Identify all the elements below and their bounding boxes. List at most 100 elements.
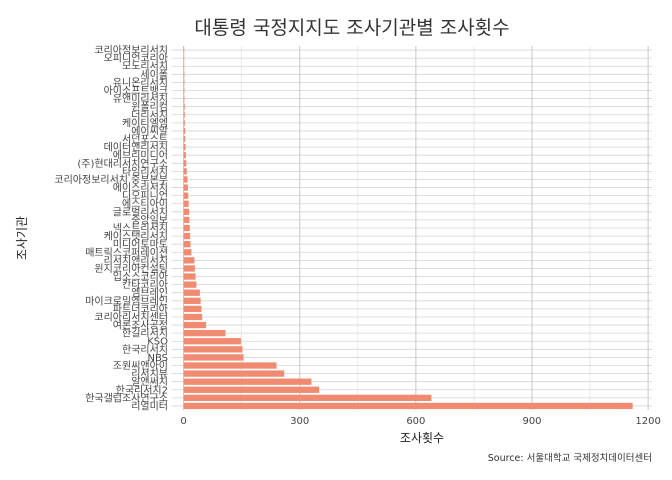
bar: [183, 394, 432, 402]
bar: [183, 95, 185, 102]
caption: Source: 서울대학교 국제정치데이터센터: [488, 452, 652, 464]
bar: [183, 321, 207, 329]
y-tick-label: 한국리서치2: [116, 384, 168, 396]
bar: [183, 257, 195, 264]
bar: [183, 338, 241, 345]
bar: [183, 362, 277, 369]
y-tick-label: 에이씨알: [131, 125, 168, 137]
bar: [183, 184, 188, 191]
bar: [183, 330, 226, 337]
y-tick-labels: 리얼미터한국갤럽조사연구소한국리서치2알앤써치리서치뷰조원씨앤아이NBS한국리서…: [54, 45, 168, 413]
y-tick-label: 한국갤럽조사연구소: [85, 392, 168, 404]
y-tick-label: 여론조사공정: [113, 320, 168, 332]
bar: [183, 289, 200, 296]
bar: [183, 111, 185, 118]
bar: [183, 71, 185, 78]
x-tick-label: 0: [180, 416, 186, 427]
bar: [183, 176, 188, 183]
bar: [183, 152, 186, 159]
bar: [183, 168, 187, 175]
y-tick-label: 더리서치: [131, 109, 168, 121]
y-tick-label: 오피니언코리아: [104, 53, 168, 65]
bar: [183, 232, 191, 240]
bar: [183, 216, 190, 224]
x-tick-label: 600: [406, 416, 425, 427]
bar: [183, 354, 244, 361]
bar: [183, 54, 185, 62]
bar: [183, 135, 186, 143]
bar: [183, 63, 185, 70]
bar: [183, 313, 203, 321]
x-tick-label: 900: [522, 416, 541, 427]
y-tick-label: 칸타코리아: [122, 279, 168, 291]
y-tick-label: 세이폴: [140, 69, 168, 81]
y-tick-label: 글로벌리서치: [113, 206, 168, 218]
bar: [183, 127, 186, 135]
y-tick-label: 에스티아이: [122, 198, 168, 210]
bar: [183, 370, 285, 377]
y-tick-label: 한국리서치: [122, 344, 168, 356]
bar: [183, 241, 191, 248]
bar: [183, 192, 189, 199]
y-tick-label: 미디어토마토: [113, 239, 168, 251]
bar: [183, 378, 312, 385]
bar: [183, 103, 185, 110]
y-tick-label: 한길리서치: [122, 327, 168, 340]
y-tick-label: 파트너코리아: [113, 303, 168, 315]
y-tick-label: 유앤미리서치: [113, 93, 168, 105]
bar: [183, 305, 202, 313]
y-tick-label: 케이스탯리서치: [104, 231, 168, 243]
y-axis-title: 조사기관: [15, 216, 29, 260]
y-tick-label: 타임리서치: [122, 165, 168, 178]
y-tick-label: 디오피니언: [122, 190, 168, 202]
bar: [183, 200, 189, 207]
bar: [183, 87, 185, 94]
bar: [183, 386, 320, 393]
y-tick-label: 넥스트리서치: [113, 223, 168, 235]
y-tick-label: 서던포스트: [122, 134, 168, 146]
y-tick-label: 데이터앤리서치: [104, 142, 168, 154]
y-tick-label: 모노리서치: [122, 61, 168, 73]
y-tick-label: 코리아정보리서치 중부본부: [54, 174, 168, 186]
x-tick-label: 300: [290, 416, 309, 427]
y-tick-label: 유니온리서치: [113, 77, 168, 89]
y-tick-label: KSO: [147, 337, 168, 348]
y-tick-label: 알앤써치: [131, 376, 168, 388]
y-tick-label: 코리아정보리서치: [94, 45, 168, 57]
y-tick-label: 입소스코리아: [113, 270, 168, 283]
bar: [183, 208, 190, 215]
bar: [183, 119, 185, 126]
x-tick-label: 1200: [635, 416, 660, 427]
x-axis-title: 조사횟수: [400, 431, 444, 445]
y-tick-label: 매트릭스코퍼레이션: [85, 247, 168, 259]
y-tick-label: 코리아리서치센터: [94, 311, 168, 323]
y-tick-label: 엠브레인: [131, 287, 168, 299]
bar: [183, 79, 185, 86]
y-tick-label: 케이티엘엠: [122, 116, 168, 129]
bar: [183, 46, 185, 54]
y-tick-label: 리서치앤리서치: [104, 255, 168, 267]
bar: [183, 346, 243, 353]
y-tick-label: (주)현대리서치연구소: [77, 158, 168, 170]
y-tick-label: 에이스리서치: [113, 182, 168, 194]
y-tick-label: 윈지코리아컨설팅: [94, 263, 168, 275]
grid: [172, 46, 652, 410]
chart-title: 대통령 국정지지도 조사기관별 조사횟수: [194, 17, 509, 39]
bar: [183, 249, 192, 256]
bar: [183, 297, 201, 304]
bar: [183, 143, 186, 151]
y-tick-label: 리얼미터: [131, 400, 168, 412]
y-tick-label: 리서치뷰: [131, 368, 168, 380]
y-tick-label: 조원씨앤아이: [113, 360, 168, 372]
y-tick-label: 아이소프트뱅크: [104, 85, 168, 97]
bar: [183, 224, 190, 232]
bar: [183, 281, 197, 288]
y-tick-label: 에브리미디어: [113, 150, 168, 162]
y-tick-label: 중앙일보: [131, 214, 168, 226]
y-tick-label: 마이크로밀엠브레인: [85, 295, 168, 307]
bars: [183, 46, 633, 410]
y-tick-label: 윈폴리컴: [131, 101, 168, 113]
bar: [183, 273, 196, 280]
bar: [183, 402, 633, 410]
